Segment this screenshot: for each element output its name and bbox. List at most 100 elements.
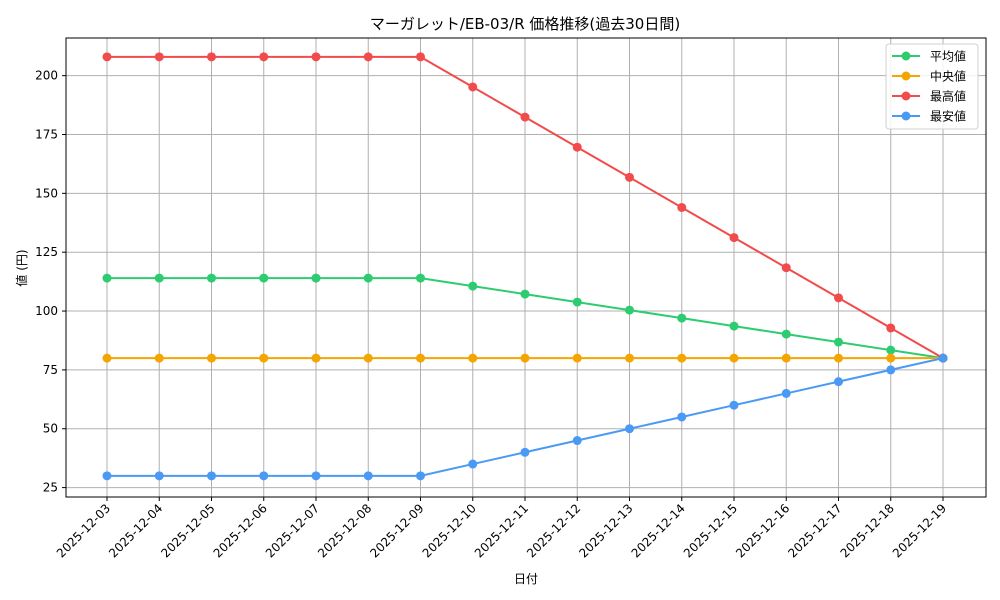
x-tick-label: 2025-12-07: [263, 501, 322, 560]
y-tick-label: 100: [35, 304, 58, 318]
data-point: [677, 313, 687, 323]
data-point: [363, 471, 373, 481]
legend-marker-icon: [901, 111, 911, 121]
legend-item: 最安値: [892, 109, 966, 124]
chart-title: マーガレット/EB-03/R 価格推移(過去30日間): [370, 15, 680, 33]
data-point: [207, 471, 216, 481]
y-tick-label: 175: [35, 128, 58, 142]
series-1: [102, 353, 948, 363]
x-tick-label: 2025-12-12: [524, 501, 583, 560]
data-point: [729, 400, 739, 410]
x-tick-label: 2025-12-11: [472, 501, 531, 560]
data-point: [207, 273, 216, 283]
data-point: [572, 436, 582, 446]
data-point: [416, 353, 425, 363]
data-point: [886, 323, 896, 333]
data-point: [416, 471, 425, 481]
data-point: [677, 412, 687, 422]
data-point: [625, 424, 634, 434]
legend-item: 中央値: [892, 69, 966, 84]
x-tick-label: 2025-12-05: [158, 501, 217, 560]
legend-item: 最高値: [892, 89, 966, 104]
data-point: [207, 52, 216, 62]
data-point: [311, 471, 321, 481]
x-tick-label: 2025-12-04: [106, 501, 165, 560]
grid-lines: [66, 38, 986, 497]
y-tick-label: 25: [43, 481, 58, 495]
data-point: [363, 353, 373, 363]
data-point: [834, 337, 843, 347]
data-point: [781, 388, 791, 398]
data-point: [886, 365, 896, 375]
legend-label: 最安値: [930, 109, 966, 124]
data-point: [259, 52, 269, 62]
legend-label: 平均値: [930, 49, 966, 64]
data-point: [520, 447, 530, 457]
data-point: [938, 353, 948, 363]
data-point: [468, 281, 478, 291]
data-point: [834, 353, 843, 363]
data-point: [886, 345, 896, 355]
data-point: [886, 353, 896, 363]
x-axis-label: 日付: [514, 572, 538, 586]
data-point: [416, 52, 425, 62]
series-lines: [102, 52, 948, 481]
data-point: [259, 273, 269, 283]
legend-marker-icon: [901, 51, 911, 61]
legend-marker-icon: [901, 91, 911, 101]
data-point: [781, 353, 791, 363]
data-point: [416, 273, 425, 283]
data-point: [625, 172, 634, 182]
x-tick-label: 2025-12-09: [367, 501, 426, 560]
y-axis: 25 50 75 100 125 150 175 200: [35, 69, 66, 495]
data-point: [520, 353, 530, 363]
data-point: [154, 353, 164, 363]
data-point: [154, 273, 164, 283]
data-point: [520, 289, 530, 299]
data-point: [834, 293, 843, 303]
x-tick-label: 2025-12-08: [315, 501, 374, 560]
data-point: [729, 233, 739, 243]
data-point: [468, 82, 478, 92]
data-point: [102, 52, 112, 62]
data-point: [468, 353, 478, 363]
y-tick-label: 50: [43, 422, 58, 436]
y-axis-label: 値 (円): [14, 249, 29, 286]
x-tick-label: 2025-12-15: [681, 501, 740, 560]
series-3: [102, 353, 948, 481]
data-point: [729, 321, 739, 331]
data-point: [781, 263, 791, 273]
data-point: [781, 329, 791, 339]
data-point: [259, 471, 269, 481]
data-point: [207, 353, 216, 363]
data-point: [625, 305, 634, 315]
data-point: [677, 353, 687, 363]
data-point: [468, 459, 478, 469]
x-tick-label: 2025-12-13: [576, 501, 635, 560]
y-tick-label: 150: [35, 186, 58, 200]
x-tick-label: 2025-12-14: [629, 501, 688, 560]
data-point: [572, 353, 582, 363]
legend-item: 平均値: [892, 49, 966, 64]
data-point: [729, 353, 739, 363]
x-tick-label: 2025-12-17: [785, 501, 844, 560]
series-0: [102, 273, 948, 363]
x-tick-label: 2025-12-06: [211, 501, 270, 560]
legend-box: [885, 43, 979, 130]
data-point: [102, 471, 112, 481]
data-point: [102, 273, 112, 283]
data-point: [625, 353, 634, 363]
legend-label: 中央値: [930, 69, 966, 84]
y-tick-label: 125: [35, 245, 58, 259]
data-point: [677, 202, 687, 212]
data-point: [154, 471, 164, 481]
x-tick-label: 2025-12-19: [890, 501, 949, 560]
data-point: [259, 353, 269, 363]
plot-frame: [65, 37, 987, 498]
data-point: [572, 297, 582, 307]
data-point: [834, 377, 843, 387]
data-point: [311, 353, 321, 363]
data-point: [102, 353, 112, 363]
